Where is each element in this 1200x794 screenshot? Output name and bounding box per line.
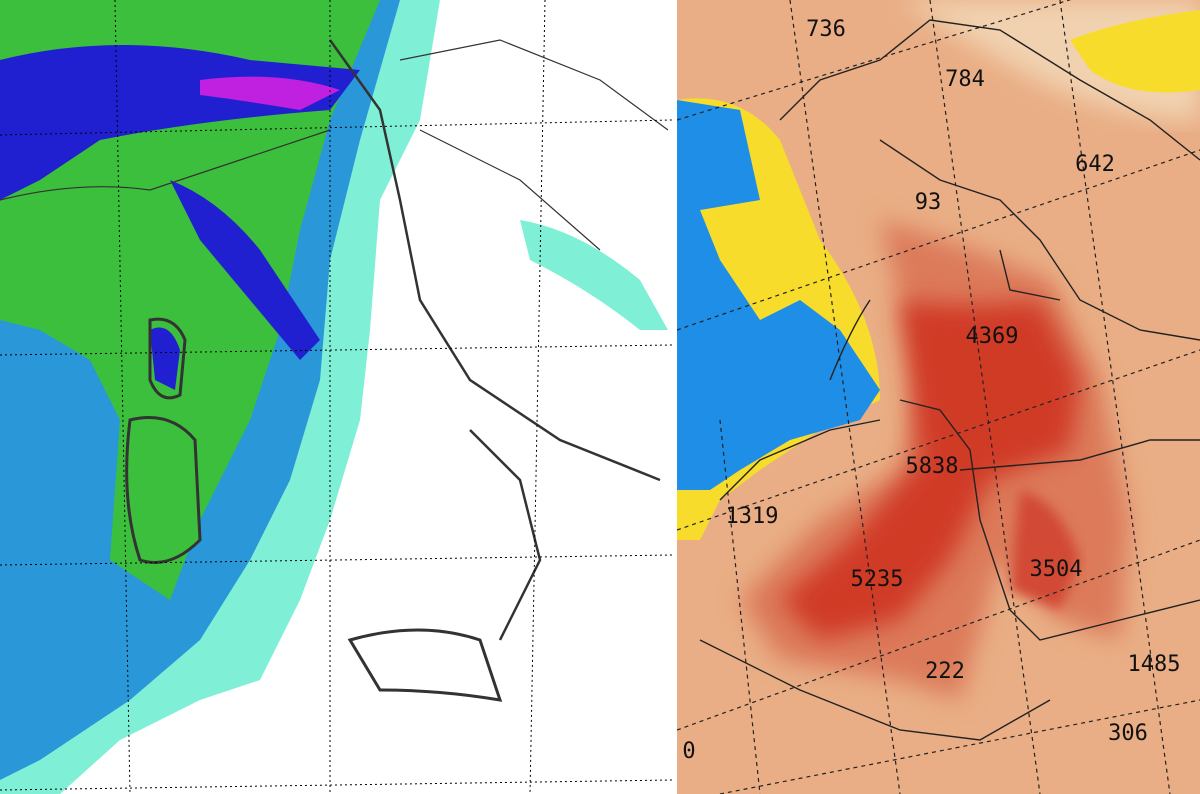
dust-value-label: 306	[1108, 721, 1148, 746]
dust-value-label: 0	[682, 739, 695, 764]
dust-value-label: 5838	[906, 454, 959, 479]
dust-value-label: 1485	[1128, 652, 1181, 677]
dust-value-label: 642	[1075, 152, 1115, 177]
dust-map: 736 784 642 93 4369 5838 1319 5235 3504 222 1485 30…	[677, 0, 1200, 794]
dust-value-label: 784	[945, 67, 985, 92]
dust-value-label: 736	[806, 17, 846, 42]
dust-value-label: 5235	[851, 567, 904, 592]
dust-value-label: 93	[915, 190, 942, 215]
dust-value-label: 3504	[1030, 557, 1083, 582]
dust-value-label: 4369	[966, 324, 1019, 349]
precipitation-map	[0, 0, 672, 794]
dust-value-label: 1319	[726, 504, 779, 529]
dust-value-label: 222	[925, 659, 965, 684]
label-layer: 736 784 642 93 4369 5838 1319 5235 3504 222 1485 30…	[682, 17, 1180, 764]
divider	[672, 0, 677, 794]
